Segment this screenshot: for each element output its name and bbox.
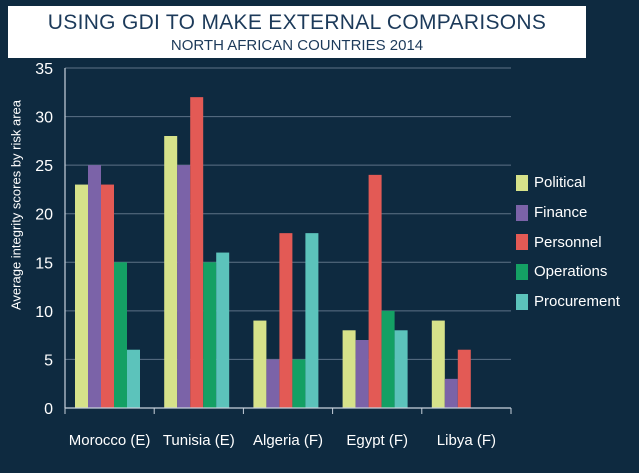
- legend-swatch: [516, 204, 528, 221]
- legend-item-operations: Operations: [516, 257, 620, 287]
- x-category-label: Libya (F): [437, 432, 496, 449]
- bar-finance-4: [444, 378, 458, 408]
- legend-label: Procurement: [534, 293, 620, 311]
- chart-title: USING GDI TO MAKE EXTERNAL COMPARISONS: [47, 11, 547, 34]
- legend-item-finance: Finance: [516, 198, 620, 228]
- bars: [75, 97, 471, 409]
- legend-label: Political: [534, 174, 586, 192]
- bar-political-4: [431, 320, 445, 408]
- x-category-label: Morocco (E): [69, 432, 151, 449]
- y-tick-label: 10: [35, 304, 53, 321]
- legend-swatch: [516, 174, 528, 191]
- bar-finance-3: [355, 340, 369, 408]
- bar-political-2: [253, 320, 267, 408]
- y-tick-label: 15: [35, 255, 53, 272]
- chart-subtitle: NORTH AFRICAN COUNTRIES 2014: [170, 37, 424, 54]
- x-category-label: Tunisia (E): [163, 432, 235, 449]
- x-category-label: Algeria (F): [253, 432, 323, 449]
- bar-procurement-2: [305, 233, 319, 408]
- bar-political-3: [342, 330, 356, 408]
- bar-operations-3: [381, 310, 395, 408]
- y-tick-label: 20: [35, 207, 53, 224]
- y-tick-label: 25: [35, 158, 53, 175]
- legend-item-political: Political: [516, 168, 620, 198]
- bar-political-1: [164, 136, 178, 408]
- legend-label: Personnel: [534, 233, 602, 251]
- bar-procurement-3: [394, 330, 408, 408]
- legend-label: Finance: [534, 204, 588, 222]
- axes: 0 5 10 15 20 25 30 35 Morocco (E) Tunisia (E) Alge…: [35, 61, 512, 449]
- bar-procurement-1: [216, 252, 230, 408]
- bar-operations-0: [114, 262, 127, 408]
- y-tick-label: 30: [35, 110, 53, 127]
- bar-operations-2: [292, 359, 306, 408]
- legend-item-personnel: Personnel: [516, 227, 620, 257]
- y-tick-label: 0: [44, 401, 53, 418]
- legend-swatch: [516, 234, 528, 251]
- bar-political-0: [75, 184, 88, 408]
- legend-item-procurement: Procurement: [516, 287, 620, 317]
- bar-finance-1: [177, 165, 191, 408]
- y-tick-label: 5: [44, 352, 53, 369]
- bar-operations-1: [203, 262, 217, 408]
- legend-swatch: [516, 293, 528, 310]
- bar-finance-2: [266, 359, 280, 408]
- y-tick-label: 35: [35, 61, 53, 78]
- bar-procurement-0: [127, 349, 140, 408]
- bar-personnel-3: [368, 174, 382, 408]
- bar-personnel-2: [279, 233, 293, 408]
- legend-label: Operations: [534, 263, 608, 281]
- title-box: USING GDI TO MAKE EXTERNAL COMPARISONS N…: [8, 6, 586, 58]
- legend-swatch: [516, 263, 528, 280]
- bar-personnel-1: [190, 97, 204, 409]
- legend: Political Finance Personnel Operations Procu…: [516, 168, 620, 316]
- bar-personnel-4: [457, 349, 471, 408]
- bar-finance-0: [88, 165, 101, 408]
- bar-personnel-0: [101, 184, 114, 408]
- x-category-label: Egypt (F): [346, 432, 408, 449]
